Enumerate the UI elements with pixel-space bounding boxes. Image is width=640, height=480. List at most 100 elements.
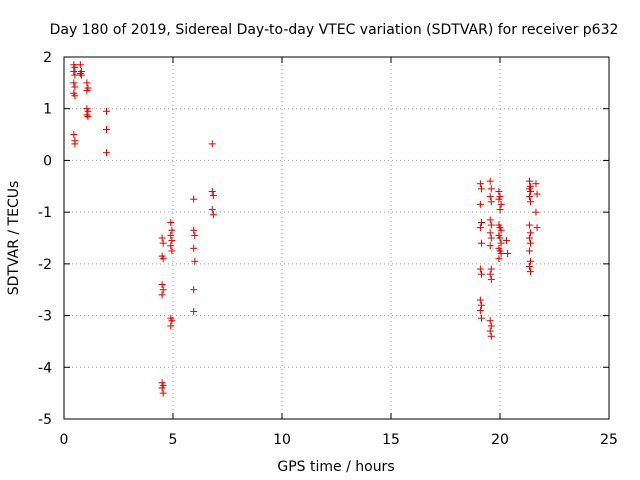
data-point [525,193,533,201]
y-tick-label: -4 [38,360,52,376]
data-point [477,239,485,247]
y-axis-label: SDTVAR / TECUs [6,181,22,296]
data-point [71,63,79,71]
data-point [487,198,495,206]
data-point [167,322,175,330]
data-point [477,218,485,226]
data-point [486,216,494,224]
data-point [71,140,79,148]
data-point [77,71,85,79]
data-point [486,242,494,250]
data-point [190,307,198,315]
x-tick-label: 25 [600,432,618,448]
data-point [190,244,198,252]
y-tick-label: 1 [43,102,52,118]
data-point [190,286,198,294]
data-point [486,193,494,201]
data-point [486,177,494,185]
data-point [83,111,91,119]
data-point [527,257,535,265]
data-point [496,234,504,242]
data-point [71,92,79,100]
data-point [525,247,533,255]
data-point [70,79,78,87]
data-point [103,107,111,115]
data-point [495,255,503,263]
data-point [527,198,535,206]
data-point [486,229,494,237]
data-point [527,187,535,195]
data-point [83,79,91,87]
data-point [158,234,166,242]
data-point [486,270,494,278]
data-point [209,211,217,219]
data-point [83,87,91,95]
data-point [159,255,167,263]
data-point [476,296,484,304]
data-point [191,231,199,239]
y-tick-label: -1 [38,205,52,221]
plot-frame [63,56,610,420]
data-point [208,140,216,148]
data-point [525,221,533,229]
data-point [477,270,485,278]
data-point [487,332,495,340]
data-point [487,221,495,229]
data-point [208,206,216,214]
data-point [76,70,84,78]
data-point [103,149,111,157]
data-point [532,180,540,188]
data-point [533,224,541,232]
y-tick-label: -5 [38,412,52,428]
data-point [495,187,503,195]
data-point [477,185,485,193]
data-point [527,268,535,276]
data-point [71,83,79,91]
data-point [486,327,494,335]
data-point [476,180,484,188]
y-tick-label: 0 [43,153,52,169]
data-point [159,239,167,247]
data-point [103,125,111,133]
data-point [487,322,495,330]
data-point [190,195,198,203]
data-point [497,250,505,258]
data-point [167,242,175,250]
data-point [168,317,176,325]
x-axis-label: GPS time / hours [277,459,394,475]
data-point [209,192,217,200]
data-point [525,262,533,270]
data-point [487,185,495,193]
data-point [503,237,511,245]
data-point [487,275,495,283]
data-point [525,234,533,242]
axis-ticks: 0 5 10 15 20 25 -5 -4 -3 -2 -1 0 1 2 [38,50,618,448]
data-point [159,286,167,294]
x-tick-label: 5 [169,432,178,448]
data-point [497,239,505,247]
data-point [487,234,495,242]
y-tick-label: 2 [43,50,52,66]
data-point [76,61,84,69]
x-tick-label: 20 [491,432,509,448]
data-point [159,389,167,397]
data-point [487,265,495,273]
data-point [486,317,494,325]
data-point [527,229,535,237]
data-point [497,226,505,234]
data-point [70,67,78,75]
data-point [497,200,505,208]
data-points [70,61,541,397]
data-point [191,257,199,265]
data-point [495,195,503,203]
data-point [476,224,484,232]
data-point [476,265,484,273]
data-point [527,239,535,247]
data-point [167,218,175,226]
data-point [158,291,166,299]
data-point [504,250,512,258]
data-point [525,177,533,185]
data-point [476,200,484,208]
data-point [476,306,484,314]
